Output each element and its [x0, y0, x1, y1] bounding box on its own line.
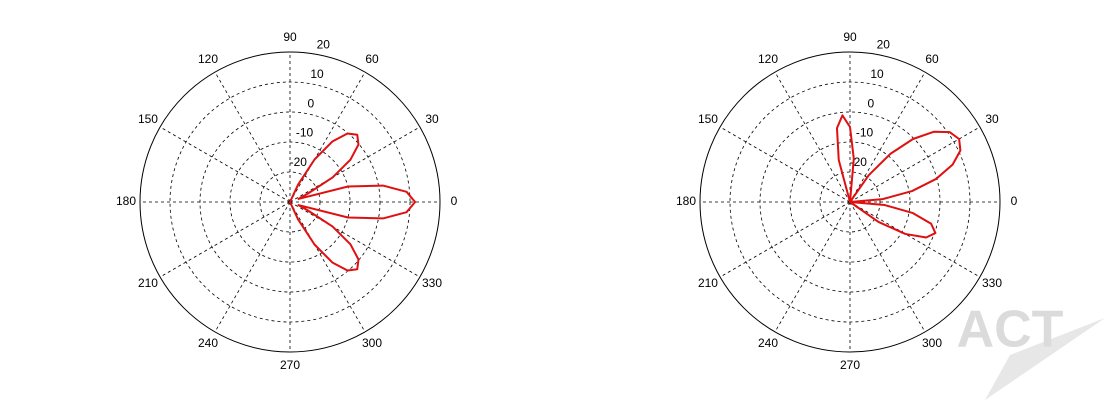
- angle-tick-label: 240: [198, 336, 218, 350]
- ring-grid-line: [729, 81, 971, 323]
- angle-tick-label: 330: [982, 276, 1002, 290]
- angle-tick-label: 270: [280, 358, 300, 372]
- angle-tick-label: 180: [676, 194, 696, 208]
- ring-grid-line: [789, 141, 911, 263]
- watermark-arrow: [985, 318, 1105, 400]
- polar-chart: 0 30 60 90 120 150 180 210 240 270 300 330 -20 -10 0 10…: [116, 30, 458, 372]
- pattern-line: [289, 132, 417, 272]
- spoke-grid-line: [289, 126, 421, 203]
- ring-grid-line: [139, 51, 441, 353]
- angle-tick-label: 150: [698, 112, 718, 126]
- angle-tick-label: 330: [422, 276, 442, 290]
- ring-grid-line: [199, 111, 381, 293]
- r-tick-label: -10: [856, 126, 874, 140]
- angle-tick-label: 30: [985, 112, 999, 126]
- spoke-grid-line: [159, 126, 291, 203]
- angle-tick-label: 0: [1011, 194, 1018, 208]
- r-tick-label: 0: [867, 96, 874, 110]
- spoke-grid-line: [719, 201, 851, 278]
- spoke-grid-line: [719, 126, 851, 203]
- spoke-grid-line: [289, 71, 366, 203]
- spoke-grid-line: [774, 71, 851, 203]
- spoke-grid-line: [774, 201, 851, 333]
- spoke-grid-line: [849, 201, 926, 333]
- pattern-line: [835, 114, 962, 239]
- angle-tick-label: 120: [758, 52, 778, 66]
- angle-tick-label: 30: [425, 112, 439, 126]
- spoke-grid-line: [289, 201, 366, 333]
- spoke-grid-line: [159, 201, 291, 278]
- r-tick-label: 10: [870, 67, 884, 81]
- watermark-text: ACT: [957, 301, 1064, 359]
- r-tick-label: 10: [310, 67, 324, 81]
- polar-chart: 0306090120150180210240270300330-20-10010…: [676, 30, 1018, 372]
- ring-grid-line: [259, 171, 321, 233]
- r-tick-label: 20: [877, 38, 891, 52]
- angle-tick-label: 60: [365, 52, 379, 66]
- spoke-grid-line: [214, 71, 291, 203]
- spoke-grid-line: [849, 201, 981, 278]
- ring-grid-line: [229, 141, 351, 263]
- ring-grid-line: [699, 51, 1001, 353]
- angle-tick-label: 120: [198, 52, 218, 66]
- angle-tick-label: 150: [138, 112, 158, 126]
- ring-grid-line: [819, 171, 881, 233]
- angle-tick-label: 270: [840, 358, 860, 372]
- angle-tick-label: 180: [116, 194, 136, 208]
- angle-tick-label: 90: [283, 30, 297, 44]
- angle-tick-label: 60: [925, 52, 939, 66]
- r-tick-label: -10: [296, 126, 314, 140]
- r-tick-label: -20: [290, 155, 308, 169]
- spoke-grid-line: [849, 71, 926, 203]
- spoke-grid-line: [849, 126, 981, 203]
- spoke-grid-line: [289, 201, 421, 278]
- angle-tick-label: 90: [843, 30, 857, 44]
- angle-tick-label: 240: [758, 336, 778, 350]
- spoke-grid-line: [214, 201, 291, 333]
- r-tick-label: 0: [307, 96, 314, 110]
- watermark: ACT: [957, 301, 1105, 400]
- angle-tick-label: 0: [451, 194, 458, 208]
- ring-grid-line: [169, 81, 411, 323]
- r-tick-label: 20: [317, 38, 331, 52]
- ring-grid-line: [759, 111, 941, 293]
- angle-tick-label: 210: [138, 276, 158, 290]
- angle-tick-label: 300: [922, 336, 942, 350]
- angle-tick-label: 210: [698, 276, 718, 290]
- angle-tick-label: 300: [362, 336, 382, 350]
